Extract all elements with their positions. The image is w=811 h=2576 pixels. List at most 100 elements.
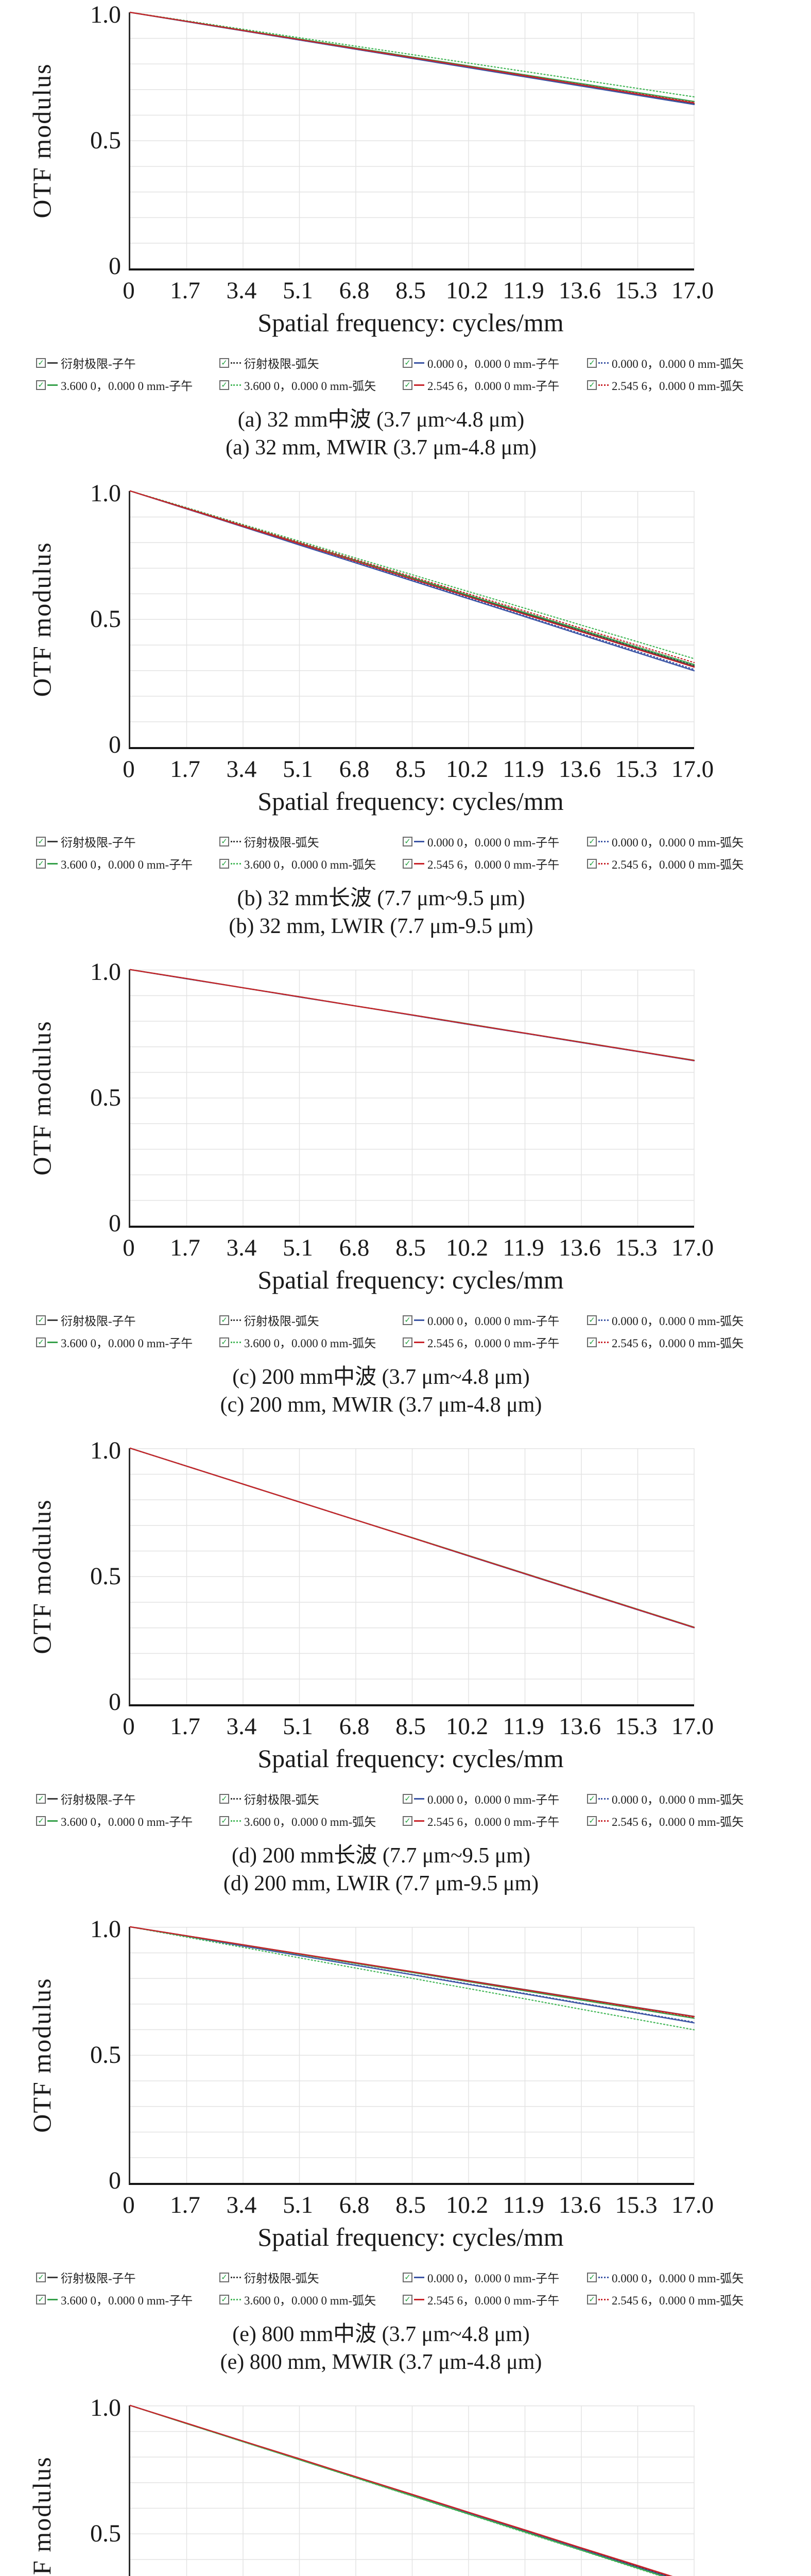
legend-item-label: 0.000 0，0.000 0 mm-子午 <box>427 1793 560 1806</box>
legend-checkbox-icon: ✓ <box>219 1337 229 1347</box>
legend-item: ✓ 0.000 0，0.000 0 mm-子午 <box>403 833 587 850</box>
gridlines <box>130 2405 695 2576</box>
legend-checkbox-icon: ✓ <box>403 2294 412 2304</box>
y-axis-title: OTF modulus <box>27 62 56 218</box>
legend-checkbox-icon: ✓ <box>403 358 412 368</box>
legend-item: ✓ 3.600 0，0.000 0 mm-弧矢 <box>219 1812 403 1829</box>
x-tick: 3.4 <box>226 756 257 783</box>
curve-5 <box>129 490 695 659</box>
chart-panel-b: OTF modulus 1.0 0.5 0 0 1.7 3.4 5.1 6.8 … <box>0 479 811 957</box>
legend-line-sample <box>414 362 424 364</box>
legend-checkbox-icon: ✓ <box>587 2272 597 2282</box>
legend-item: ✓ 2.545 6，0.000 0 mm-弧矢 <box>587 1333 772 1351</box>
legend-item: ✓ 3.600 0，0.000 0 mm-弧矢 <box>219 2291 403 2308</box>
legend-line-sample <box>598 840 609 842</box>
caption-zh: (d) 200 mm长波 (7.7 μm~9.5 μm) <box>232 1844 530 1868</box>
x-tick: 3.4 <box>226 277 257 304</box>
y-tick-0.5: 0.5 <box>90 1084 121 1111</box>
legend-item-label: 2.545 6，0.000 0 mm-弧矢 <box>612 858 744 871</box>
legend: ✓ 衍射极限-子午 ✓ 衍射极限-弧矢 ✓ 0.000 0，0.000 0 mm-子午… <box>36 2268 811 2308</box>
x-tick: 11.9 <box>503 1713 544 1740</box>
legend-checkbox-icon: ✓ <box>36 1315 46 1325</box>
legend-item: ✓ 2.545 6，0.000 0 mm-弧矢 <box>587 2291 772 2308</box>
x-tick: 17.0 <box>671 277 714 304</box>
legend-item: ✓ 衍射极限-子午 <box>36 1311 219 1329</box>
curve-7 <box>129 1447 695 1629</box>
caption-en: (e) 800 mm, MWIR (3.7 μm-4.8 μm) <box>220 2350 542 2374</box>
legend-item-label: 衍射极限-子午 <box>61 1793 136 1806</box>
legend-item: ✓ 3.600 0，0.000 0 mm-子午 <box>36 855 219 872</box>
legend-checkbox-icon: ✓ <box>403 836 412 846</box>
legend-line-sample <box>414 2276 424 2278</box>
legend-item-label: 0.000 0，0.000 0 mm-弧矢 <box>612 1315 744 1328</box>
legend-line-sample <box>414 2298 424 2300</box>
legend-item: ✓ 衍射极限-弧矢 <box>219 1790 403 1807</box>
chart-panel-f: OTF modulus 1.0 0.5 0 0 1.7 3.4 5.1 6.8 … <box>0 2393 811 2576</box>
x-tick: 0 <box>123 1234 135 1261</box>
legend-line-sample <box>598 1341 609 1343</box>
x-tick: 5.1 <box>283 277 313 304</box>
y-tick-1.0: 1.0 <box>90 958 121 986</box>
legend-item-label: 2.545 6，0.000 0 mm-子午 <box>427 1816 560 1828</box>
legend-checkbox-icon: ✓ <box>36 2294 46 2304</box>
legend-item: ✓ 0.000 0，0.000 0 mm-子午 <box>403 1311 587 1329</box>
legend-item-label: 0.000 0，0.000 0 mm-弧矢 <box>612 2272 744 2285</box>
legend-checkbox-icon: ✓ <box>219 2294 229 2304</box>
legend-item-label: 0.000 0，0.000 0 mm-弧矢 <box>612 1793 744 1806</box>
x-tick: 6.8 <box>339 1234 370 1261</box>
legend-item-label: 0.000 0，0.000 0 mm-弧矢 <box>612 836 744 849</box>
legend-line-sample <box>414 840 424 842</box>
legend-checkbox-icon: ✓ <box>219 1793 229 1804</box>
legend-line-sample <box>47 1341 58 1343</box>
legend-checkbox-icon: ✓ <box>219 836 229 846</box>
x-axis-ticks: 0 1.7 3.4 5.1 6.8 8.5 10.2 11.9 13.6 15.… <box>123 1234 714 1264</box>
legend-line-sample <box>598 1319 609 1321</box>
legend-item-label: 2.545 6，0.000 0 mm-子午 <box>427 2294 560 2307</box>
x-tick: 13.6 <box>558 756 601 783</box>
x-tick: 17.0 <box>671 1713 714 1740</box>
legend: ✓ 衍射极限-子午 ✓ 衍射极限-弧矢 ✓ 0.000 0，0.000 0 mm-子午… <box>36 1311 811 1351</box>
y-tick-0: 0 <box>109 252 121 280</box>
curve-7 <box>129 490 695 664</box>
legend-line-sample <box>231 862 241 865</box>
legend-line-sample <box>47 2276 58 2278</box>
legend-item: ✓ 衍射极限-子午 <box>36 2268 219 2286</box>
legend-item-label: 3.600 0，0.000 0 mm-子午 <box>61 2294 193 2307</box>
legend-item-label: 衍射极限-子午 <box>61 2272 136 2285</box>
legend-item-label: 2.545 6，0.000 0 mm-弧矢 <box>612 1337 744 1350</box>
x-tick: 1.7 <box>170 1713 200 1740</box>
caption-zh: (a) 32 mm中波 (3.7 μm~4.8 μm) <box>237 408 525 432</box>
legend-checkbox-icon: ✓ <box>587 358 597 368</box>
legend-item: ✓ 0.000 0，0.000 0 mm-弧矢 <box>587 354 772 371</box>
legend-item-label: 2.545 6，0.000 0 mm-弧矢 <box>612 380 744 393</box>
chart-panel-d: OTF modulus 1.0 0.5 0 0 1.7 3.4 5.1 6.8 … <box>0 1436 811 1914</box>
legend-line-sample <box>598 384 609 386</box>
x-tick: 8.5 <box>395 1234 426 1261</box>
legend-item-label: 衍射极限-子午 <box>61 358 136 370</box>
legend-item-label: 3.600 0，0.000 0 mm-弧矢 <box>244 2294 376 2307</box>
legend-checkbox-icon: ✓ <box>219 1315 229 1325</box>
legend-item: ✓ 衍射极限-子午 <box>36 833 219 850</box>
caption-en: (c) 200 mm, MWIR (3.7 μm-4.8 μm) <box>220 1393 542 1417</box>
legend-item-label: 0.000 0，0.000 0 mm-子午 <box>427 1315 560 1328</box>
legend-line-sample <box>47 1319 58 1321</box>
x-tick: 5.1 <box>283 756 313 783</box>
x-tick: 1.7 <box>170 2192 200 2218</box>
y-tick-1.0: 1.0 <box>90 480 121 507</box>
legend-checkbox-icon: ✓ <box>587 1793 597 1804</box>
y-tick-0: 0 <box>109 2167 121 2194</box>
x-axis-ticks: 0 1.7 3.4 5.1 6.8 8.5 10.2 11.9 13.6 15.… <box>123 755 714 785</box>
legend-line-sample <box>231 840 241 842</box>
x-tick: 10.2 <box>445 756 489 783</box>
curve-6 <box>129 490 695 668</box>
legend-item: ✓ 0.000 0，0.000 0 mm-子午 <box>403 2268 587 2286</box>
otf-plot-2 <box>129 969 695 1226</box>
x-tick: 13.6 <box>558 2192 601 2218</box>
y-tick-1.0: 1.0 <box>90 2394 121 2421</box>
x-tick: 11.9 <box>503 1234 544 1261</box>
legend-item: ✓ 衍射极限-弧矢 <box>219 833 403 850</box>
legend-item-label: 2.545 6，0.000 0 mm-弧矢 <box>612 1816 744 1828</box>
legend-item-label: 0.000 0，0.000 0 mm-子午 <box>427 2272 560 2285</box>
legend-item: ✓ 0.000 0，0.000 0 mm-弧矢 <box>587 2268 772 2286</box>
gridlines <box>130 12 695 268</box>
